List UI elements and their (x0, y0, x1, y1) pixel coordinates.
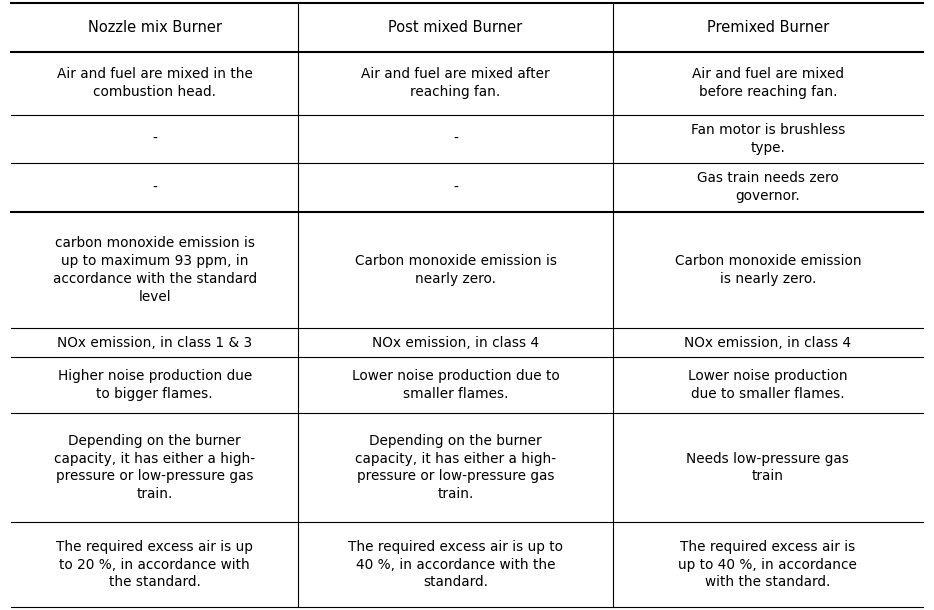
Text: Fan motor is brushless
type.: Fan motor is brushless type. (690, 123, 845, 155)
Text: The required excess air is up
to 20 %, in accordance with
the standard.: The required excess air is up to 20 %, i… (56, 540, 253, 589)
Text: Air and fuel are mixed in the
combustion head.: Air and fuel are mixed in the combustion… (57, 67, 253, 99)
Text: -: - (152, 181, 157, 195)
Text: Lower noise production
due to smaller flames.: Lower noise production due to smaller fl… (688, 369, 848, 401)
Text: -: - (152, 132, 157, 146)
Text: Nozzle mix Burner: Nozzle mix Burner (88, 20, 221, 35)
Text: Lower noise production due to
smaller flames.: Lower noise production due to smaller fl… (352, 369, 559, 401)
Text: Needs low-pressure gas
train: Needs low-pressure gas train (686, 451, 849, 483)
Text: NOx emission, in class 4: NOx emission, in class 4 (685, 336, 852, 350)
Text: The required excess air is up to
40 %, in accordance with the
standard.: The required excess air is up to 40 %, i… (348, 540, 563, 589)
Text: The required excess air is
up to 40 %, in accordance
with the standard.: The required excess air is up to 40 %, i… (678, 540, 857, 589)
Text: -: - (453, 181, 458, 195)
Text: NOx emission, in class 1 & 3: NOx emission, in class 1 & 3 (57, 336, 252, 350)
Text: NOx emission, in class 4: NOx emission, in class 4 (372, 336, 539, 350)
Text: Air and fuel are mixed
before reaching fan.: Air and fuel are mixed before reaching f… (692, 67, 843, 99)
Text: Higher noise production due
to bigger flames.: Higher noise production due to bigger fl… (58, 369, 252, 401)
Text: -: - (453, 132, 458, 146)
Text: Depending on the burner
capacity, it has either a high-
pressure or low-pressure: Depending on the burner capacity, it has… (54, 434, 255, 501)
Text: Post mixed Burner: Post mixed Burner (389, 20, 523, 35)
Text: Carbon monoxide emission is
nearly zero.: Carbon monoxide emission is nearly zero. (355, 254, 557, 285)
Text: Depending on the burner
capacity, it has either a high-
pressure or low-pressure: Depending on the burner capacity, it has… (355, 434, 556, 501)
Text: Carbon monoxide emission
is nearly zero.: Carbon monoxide emission is nearly zero. (674, 254, 861, 285)
Text: Gas train needs zero
governor.: Gas train needs zero governor. (697, 171, 839, 203)
Text: Premixed Burner: Premixed Burner (707, 20, 829, 35)
Text: carbon monoxide emission is
up to maximum 93 ppm, in
accordance with the standar: carbon monoxide emission is up to maximu… (52, 236, 257, 304)
Text: Air and fuel are mixed after
reaching fan.: Air and fuel are mixed after reaching fa… (361, 67, 550, 99)
